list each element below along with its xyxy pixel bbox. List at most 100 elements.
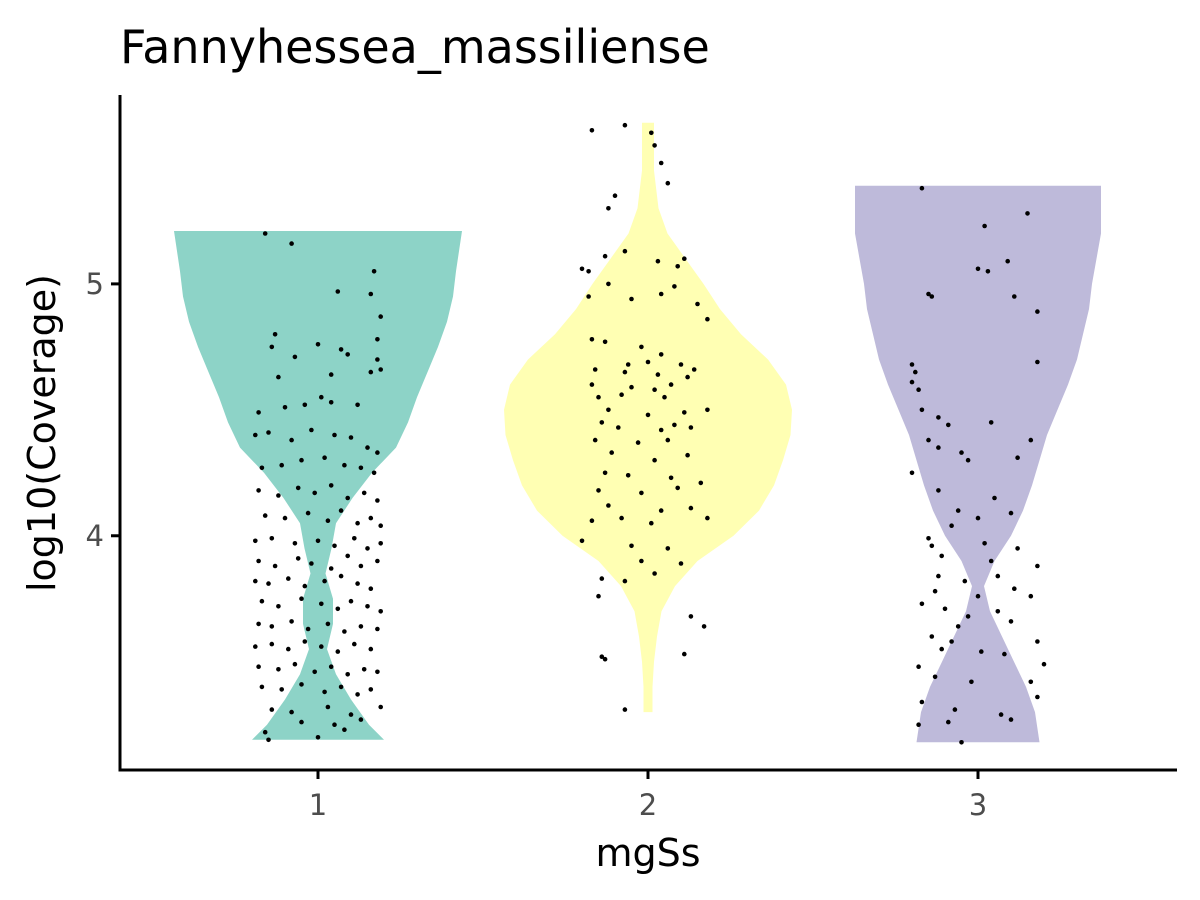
- data-point-1-13: [375, 357, 380, 362]
- data-point-1-46: [375, 498, 380, 503]
- data-point-2-64: [658, 508, 664, 513]
- data-point-1-83: [335, 606, 341, 612]
- data-point-1-115: [338, 684, 344, 690]
- data-point-1-68: [345, 553, 351, 559]
- data-point-1-111: [259, 684, 265, 690]
- data-point-1-76: [338, 573, 344, 579]
- data-point-2-12: [655, 258, 661, 264]
- data-point-1-110: [375, 669, 380, 675]
- data-point-1-29: [348, 435, 354, 440]
- data-point-1-92: [342, 629, 347, 634]
- data-point-1-23: [355, 402, 360, 408]
- data-point-3-37: [988, 558, 994, 564]
- data-point-3-26: [936, 488, 941, 493]
- data-point-1-14: [368, 369, 374, 375]
- data-point-1-0: [262, 231, 268, 236]
- data-point-3-60: [932, 674, 938, 680]
- data-point-1-45: [361, 490, 367, 496]
- data-point-1-58: [315, 538, 321, 544]
- data-point-2-51: [635, 440, 641, 445]
- data-point-3-69: [946, 719, 951, 725]
- data-point-3-49: [965, 614, 971, 619]
- data-point-2-8: [579, 266, 585, 272]
- data-point-2-23: [602, 339, 608, 345]
- data-point-1-80: [276, 604, 281, 609]
- data-point-1-108: [345, 672, 351, 677]
- data-point-1-18: [256, 410, 261, 415]
- data-point-1-124: [332, 722, 337, 727]
- data-point-2-82: [602, 656, 608, 662]
- data-point-3-43: [932, 588, 938, 594]
- data-point-1-5: [378, 314, 384, 319]
- x-tick-label-1: 1: [309, 788, 327, 822]
- data-point-1-88: [269, 624, 275, 629]
- data-point-3-64: [1035, 694, 1040, 700]
- data-point-3-63: [919, 699, 925, 705]
- data-point-3-56: [979, 649, 984, 654]
- data-point-1-22: [328, 400, 334, 405]
- data-point-1-101: [352, 641, 357, 647]
- data-point-1-104: [276, 667, 281, 672]
- y-tick-label-5: 5: [86, 267, 104, 301]
- data-point-3-35: [1015, 546, 1020, 551]
- data-point-2-54: [652, 457, 657, 463]
- data-point-3-28: [955, 508, 961, 513]
- data-point-2-20: [695, 301, 700, 307]
- data-point-1-34: [299, 457, 304, 463]
- data-point-1-39: [256, 488, 261, 493]
- data-point-3-62: [1028, 679, 1034, 685]
- data-point-1-42: [312, 490, 318, 496]
- data-point-1-70: [375, 558, 380, 564]
- data-point-1-17: [328, 372, 334, 377]
- data-point-2-53: [609, 450, 614, 455]
- y-axis-label: log10(Coverage): [20, 274, 64, 592]
- data-point-2-73: [639, 558, 644, 564]
- data-point-2-29: [592, 367, 598, 372]
- data-point-2-47: [658, 427, 664, 433]
- data-point-3-48: [995, 609, 1001, 614]
- data-point-2-84: [622, 707, 628, 712]
- data-point-3-6: [926, 291, 931, 297]
- data-point-1-65: [295, 556, 301, 561]
- data-point-1-40: [276, 493, 281, 498]
- data-point-3-13: [909, 379, 915, 385]
- violins-layer: [174, 122, 1101, 743]
- data-point-1-74: [302, 583, 308, 589]
- data-point-2-81: [599, 654, 605, 659]
- data-point-1-78: [368, 586, 374, 591]
- data-point-1-9: [315, 342, 321, 347]
- data-point-3-31: [949, 523, 954, 528]
- data-point-1-75: [322, 578, 327, 584]
- data-point-1-8: [292, 354, 298, 360]
- data-point-3-66: [998, 712, 1004, 717]
- data-point-2-83: [682, 651, 687, 657]
- data-point-2-1: [622, 122, 628, 128]
- data-point-2-77: [652, 571, 657, 576]
- data-point-1-25: [266, 430, 271, 435]
- data-point-1-105: [292, 661, 298, 667]
- data-point-2-78: [596, 593, 601, 599]
- data-point-1-120: [325, 704, 331, 710]
- data-point-2-70: [579, 538, 585, 544]
- x-tick-label-3: 3: [969, 788, 987, 822]
- data-point-1-98: [302, 639, 308, 644]
- data-point-2-27: [645, 359, 651, 365]
- data-point-2-28: [678, 362, 684, 367]
- data-point-1-6: [272, 332, 278, 337]
- data-point-3-40: [962, 578, 968, 584]
- data-point-1-89: [289, 619, 294, 624]
- data-point-2-38: [596, 394, 601, 400]
- data-point-3-12: [1035, 359, 1040, 365]
- violin-1: [174, 231, 462, 740]
- data-point-2-3: [652, 143, 657, 148]
- data-point-3-44: [975, 593, 981, 599]
- data-point-3-45: [1028, 593, 1034, 599]
- data-point-1-52: [355, 520, 360, 526]
- data-point-1-81: [299, 596, 304, 601]
- points-layer: [253, 122, 1047, 745]
- data-point-1-61: [365, 546, 370, 551]
- data-point-2-2: [649, 130, 654, 136]
- data-point-3-58: [916, 664, 921, 669]
- data-point-1-129: [342, 727, 347, 732]
- data-point-2-40: [662, 394, 667, 400]
